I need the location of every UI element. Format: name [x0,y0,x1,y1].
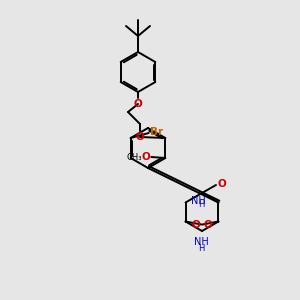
Text: O: O [136,132,144,142]
Text: O: O [142,152,150,162]
Text: O: O [203,220,212,230]
Text: NH: NH [194,237,208,247]
Text: CH₃: CH₃ [127,153,142,162]
Text: Br: Br [150,127,163,137]
Text: H: H [198,244,204,253]
Text: O: O [134,99,142,109]
Text: NH: NH [190,196,205,206]
Text: H: H [199,200,205,209]
Text: O: O [192,220,200,230]
Text: O: O [218,179,227,189]
